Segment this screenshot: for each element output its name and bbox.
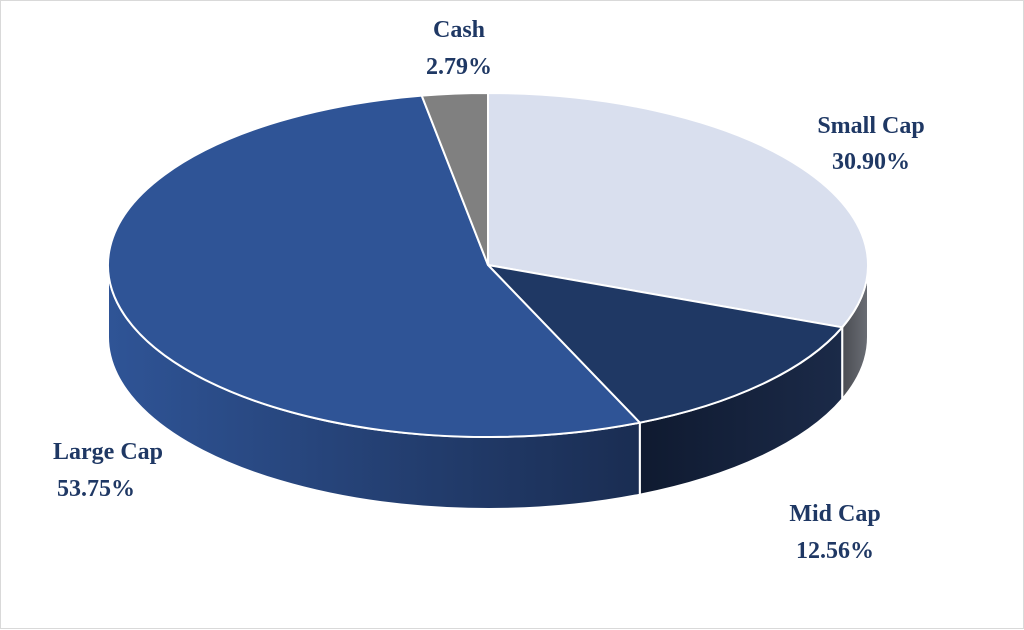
label-cash-name: Cash: [433, 17, 485, 43]
pie-slice-mid-cap: [487, 264, 844, 424]
pie-labels: Small Cap 30.90% Mid Cap 12.56% Large Ca…: [53, 17, 925, 564]
pie-tops: [107, 92, 869, 438]
label-cash-value: 2.79%: [426, 54, 492, 80]
pie-slice-cash: [420, 92, 489, 266]
label-mid-cap-value: 12.56%: [796, 538, 874, 564]
pie-slice-large-cap: [107, 94, 641, 438]
pie-slice-small-cap: [487, 92, 869, 329]
label-mid-cap-name: Mid Cap: [789, 501, 880, 527]
label-large-cap-value: 53.75%: [57, 476, 135, 502]
label-large-cap-name: Large Cap: [53, 439, 163, 465]
label-small-cap-value: 30.90%: [832, 149, 910, 175]
label-small-cap-name: Small Cap: [817, 113, 924, 139]
